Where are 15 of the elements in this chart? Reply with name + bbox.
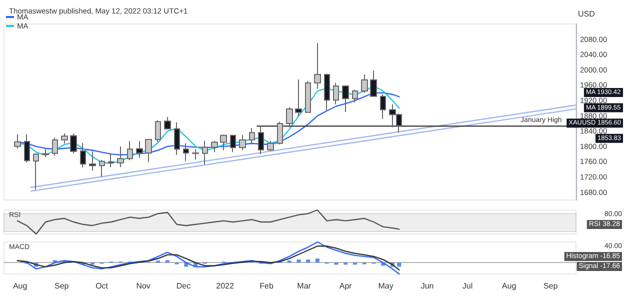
x-tick-label: Sep: [54, 282, 70, 290]
x-tick-label: Aug: [502, 282, 516, 290]
x-tick-label: Sep: [543, 282, 558, 290]
x-tick-label: 2022: [216, 282, 234, 290]
x-tick-label: Jul: [462, 282, 473, 290]
x-tick-label: Feb: [260, 282, 274, 290]
x-tick-label: Dec: [176, 282, 191, 290]
x-tick-label: May: [378, 282, 394, 290]
x-tick-label: Mar: [297, 282, 312, 290]
x-tick-label: Oct: [96, 282, 109, 290]
y-axis-title: USD: [578, 10, 596, 18]
x-tick-label: Aug: [12, 282, 28, 290]
x-tick-label: Apr: [339, 282, 352, 290]
x-tick-label: Jun: [420, 282, 434, 290]
x-tick-label: Nov: [136, 282, 150, 290]
